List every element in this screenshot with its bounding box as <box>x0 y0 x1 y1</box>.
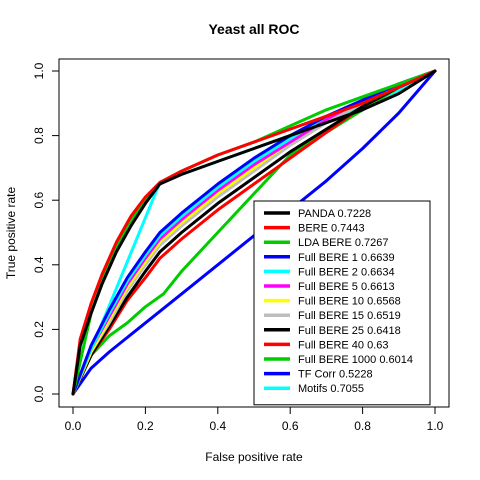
y-tick-label: 1.0 <box>32 62 46 79</box>
y-axis-label: True positive rate <box>4 187 18 280</box>
x-axis: 0.0 0.2 0.4 0.6 0.8 1.0 <box>65 406 444 433</box>
legend-label: Full BERE 10 0.6568 <box>298 296 401 308</box>
series-line-8 <box>71 69 437 396</box>
series-line-1 <box>71 69 437 396</box>
legend-label: Motifs 0.7055 <box>298 383 364 395</box>
x-tick-label: 0.4 <box>209 419 226 433</box>
x-tick-label: 0.0 <box>65 419 82 433</box>
series-line-11 <box>71 69 437 396</box>
series-line-0 <box>71 69 437 396</box>
legend-box <box>253 200 431 406</box>
x-tick-label: 1.0 <box>427 419 444 433</box>
y-tick-label: 0.4 <box>32 256 46 273</box>
y-tick-label: 0.8 <box>32 127 46 144</box>
legend-label: Full BERE 1000 0.6014 <box>298 354 413 366</box>
legend-label: Full BERE 15 0.6519 <box>298 310 401 322</box>
series-line-10 <box>71 69 437 396</box>
legend-label: TF Corr 0.5228 <box>298 369 373 381</box>
legend-label: LDA BERE 0.7267 <box>298 237 389 249</box>
series-line-3 <box>71 69 437 396</box>
x-tick-label: 0.8 <box>354 419 371 433</box>
legend-label: Full BERE 2 0.6634 <box>298 266 395 278</box>
legend: PANDA 0.7228 BERE 0.7443 LDA BERE 0.7267 Fu… <box>253 200 431 406</box>
series-layer <box>71 69 437 396</box>
legend-label: PANDA 0.7228 <box>298 208 371 220</box>
x-tick-label: 0.2 <box>137 419 154 433</box>
y-tick-label: 0.6 <box>32 192 46 209</box>
legend-label: Full BERE 25 0.6418 <box>298 325 401 337</box>
legend-label: Full BERE 40 0.63 <box>298 339 389 351</box>
y-tick-label: 0.0 <box>32 385 46 402</box>
legend-label: BERE 0.7443 <box>298 223 365 235</box>
y-axis: 0.0 0.2 0.4 0.6 0.8 1.0 <box>32 62 60 402</box>
chart-title: Yeast all ROC <box>208 21 299 37</box>
x-tick-label: 0.6 <box>282 419 299 433</box>
y-tick-label: 0.2 <box>32 321 46 338</box>
x-axis-label: False positive rate <box>205 450 303 464</box>
legend-label: Full BERE 5 0.6613 <box>298 281 395 293</box>
legend-label: Full BERE 1 0.6639 <box>298 252 395 264</box>
